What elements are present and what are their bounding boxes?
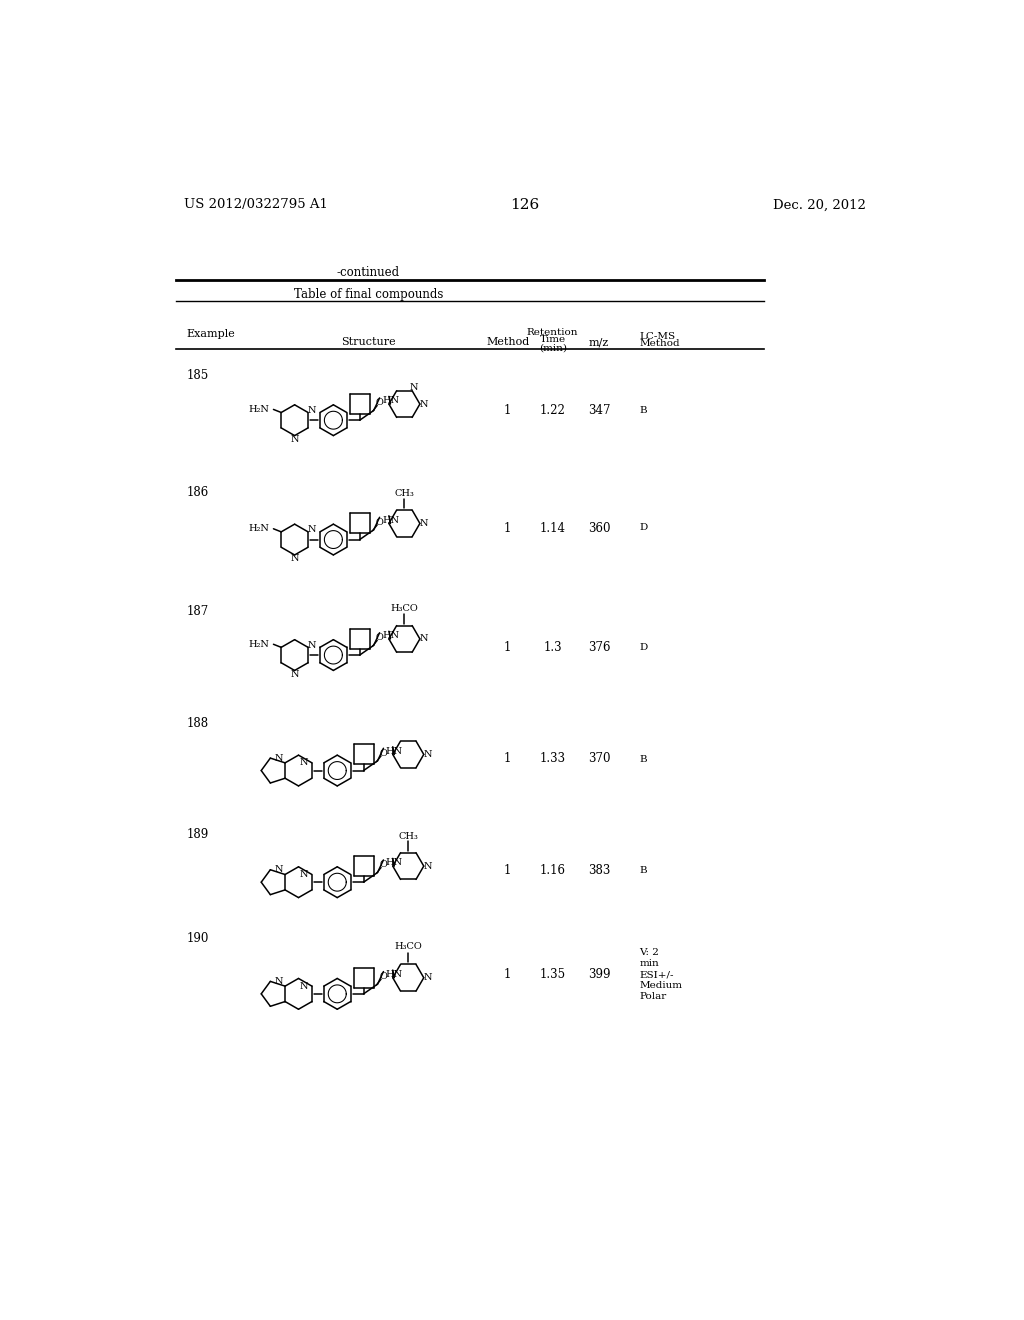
Text: 126: 126: [510, 198, 540, 213]
Text: CH₃: CH₃: [398, 832, 418, 841]
Text: N: N: [420, 519, 428, 528]
Text: HN: HN: [386, 970, 402, 979]
Text: -continued: -continued: [337, 267, 399, 280]
Text: N: N: [307, 642, 315, 649]
Text: N: N: [300, 870, 308, 879]
Text: 1: 1: [504, 521, 511, 535]
Text: 1.16: 1.16: [540, 865, 565, 878]
Text: N: N: [275, 754, 284, 763]
Text: 185: 185: [186, 368, 208, 381]
Text: 186: 186: [186, 486, 208, 499]
Text: N: N: [291, 554, 299, 564]
Text: 188: 188: [186, 717, 208, 730]
Text: O: O: [376, 399, 384, 408]
Text: HN: HN: [382, 631, 399, 640]
Text: Method: Method: [486, 337, 529, 347]
Text: V: 2
min
ESI+/-
Medium
Polar: V: 2 min ESI+/- Medium Polar: [640, 948, 683, 1002]
Text: Time: Time: [540, 335, 566, 345]
Text: 1: 1: [504, 404, 511, 417]
Text: 190: 190: [186, 932, 209, 945]
Text: H₂N: H₂N: [249, 524, 269, 533]
Text: H₃CO: H₃CO: [390, 603, 418, 612]
Text: 1.35: 1.35: [540, 968, 566, 981]
Text: H₂N: H₂N: [249, 405, 269, 414]
Text: 1: 1: [504, 640, 511, 653]
Text: Retention: Retention: [527, 327, 579, 337]
Text: 189: 189: [186, 829, 208, 841]
Text: O: O: [376, 634, 384, 642]
Text: N: N: [275, 865, 284, 874]
Text: 1: 1: [504, 865, 511, 878]
Text: N: N: [307, 525, 315, 535]
Text: (min): (min): [539, 343, 566, 352]
Text: HN: HN: [386, 858, 402, 867]
Text: B: B: [640, 755, 647, 763]
Text: 360: 360: [588, 521, 610, 535]
Text: N: N: [420, 400, 428, 409]
Text: H₃CO: H₃CO: [394, 942, 422, 952]
Text: 383: 383: [588, 865, 610, 878]
Text: N: N: [423, 862, 432, 871]
Text: 1: 1: [504, 968, 511, 981]
Text: HN: HN: [382, 396, 399, 405]
Text: 376: 376: [588, 640, 610, 653]
Text: 187: 187: [186, 605, 208, 618]
Text: Table of final compounds: Table of final compounds: [294, 288, 443, 301]
Text: N: N: [420, 635, 428, 643]
Text: Example: Example: [186, 330, 234, 339]
Text: O: O: [380, 972, 388, 981]
Text: D: D: [640, 643, 648, 652]
Text: 1.3: 1.3: [544, 640, 562, 653]
Text: m/z: m/z: [589, 337, 609, 347]
Text: N: N: [300, 759, 308, 767]
Text: 1.22: 1.22: [540, 404, 565, 417]
Text: LC-MS: LC-MS: [640, 331, 676, 341]
Text: Structure: Structure: [341, 337, 395, 347]
Text: US 2012/0322795 A1: US 2012/0322795 A1: [183, 198, 328, 211]
Text: 347: 347: [588, 404, 610, 417]
Text: O: O: [380, 861, 388, 870]
Text: 370: 370: [588, 752, 610, 766]
Text: N: N: [275, 977, 284, 986]
Text: N: N: [423, 750, 432, 759]
Text: N: N: [291, 436, 299, 444]
Text: Method: Method: [640, 339, 680, 348]
Text: 1: 1: [504, 752, 511, 766]
Text: B: B: [640, 407, 647, 416]
Text: O: O: [376, 517, 384, 527]
Text: HN: HN: [382, 516, 399, 525]
Text: D: D: [640, 524, 648, 532]
Text: O: O: [380, 748, 388, 758]
Text: 1.33: 1.33: [540, 752, 566, 766]
Text: 399: 399: [588, 968, 610, 981]
Text: B: B: [640, 866, 647, 875]
Text: 1.14: 1.14: [540, 521, 565, 535]
Text: N: N: [307, 407, 315, 414]
Text: Dec. 20, 2012: Dec. 20, 2012: [773, 198, 866, 211]
Text: HN: HN: [386, 747, 402, 756]
Text: H₂N: H₂N: [249, 640, 269, 648]
Text: N: N: [291, 669, 299, 678]
Text: N: N: [410, 383, 419, 392]
Text: N: N: [423, 973, 432, 982]
Text: N: N: [300, 982, 308, 990]
Text: CH₃: CH₃: [394, 488, 415, 498]
